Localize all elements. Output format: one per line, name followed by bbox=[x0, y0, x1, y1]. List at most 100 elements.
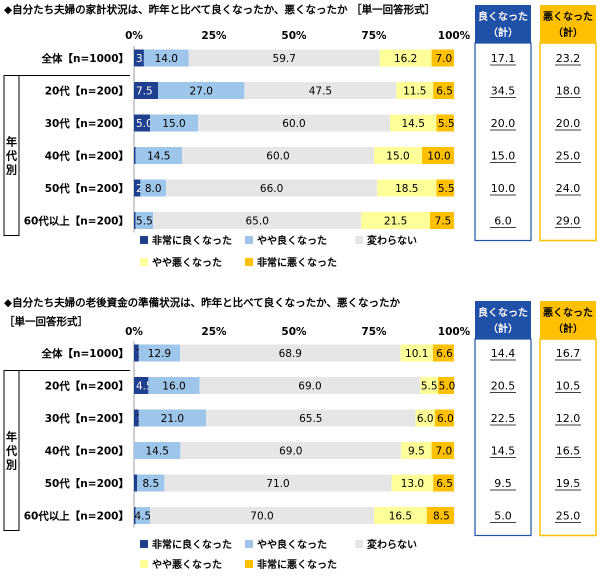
data-label: 59.7 bbox=[273, 53, 296, 65]
legend-swatch bbox=[140, 560, 148, 568]
data-label: 4.5 bbox=[134, 511, 151, 523]
legend-swatch bbox=[245, 258, 253, 266]
x-tick-label: 25% bbox=[201, 30, 227, 42]
data-label: 47.5 bbox=[309, 86, 332, 98]
summary-bad-value: 18.0 bbox=[556, 85, 581, 98]
data-label: 5.5 bbox=[438, 183, 455, 195]
legend-label: 非常に悪くなった bbox=[257, 256, 337, 269]
legend-swatch bbox=[245, 560, 253, 568]
bar-segment bbox=[433, 82, 454, 99]
legend-label: 変わらない bbox=[367, 234, 417, 247]
data-label: 9.5 bbox=[408, 446, 425, 458]
summary-header-bad-bg bbox=[540, 301, 596, 339]
chart-title: ◆自分たち夫婦の老後資金の準備状況は、昨年と比べて良くなったか、悪くなったか bbox=[4, 296, 400, 309]
data-label: 68.9 bbox=[279, 348, 302, 360]
data-label: 8.0 bbox=[145, 183, 162, 195]
data-label: 27.0 bbox=[190, 86, 213, 98]
data-label: 13.0 bbox=[401, 478, 424, 490]
legend-label: やや良くなった bbox=[257, 538, 327, 551]
data-label: 16.5 bbox=[389, 511, 412, 523]
chart-1: ◆自分たち夫婦の家計状況は、昨年と比べて良くなったか、悪くなったか ［単一回答形… bbox=[3, 3, 597, 269]
chart-2: ◆自分たち夫婦の老後資金の準備状況は、昨年と比べて良くなったか、悪くなったか ［単… bbox=[3, 296, 597, 571]
bar-segment bbox=[164, 474, 392, 492]
data-label: 65.5 bbox=[299, 413, 322, 425]
chart-title: ◆自分たち夫婦の家計状況は、昨年と比べて良くなったか、悪くなったか ［単一回答形… bbox=[4, 3, 435, 16]
category-label: 40代【n=200】 bbox=[45, 445, 129, 458]
data-label: 71.0 bbox=[266, 478, 289, 490]
bar-segment bbox=[135, 507, 150, 524]
x-tick-label: 100% bbox=[438, 30, 471, 42]
bar-segment bbox=[436, 114, 454, 132]
data-label: 69.0 bbox=[298, 381, 321, 393]
x-tick-label: 50% bbox=[281, 326, 307, 338]
legend-label: 非常に悪くなった bbox=[257, 558, 337, 571]
summary-good-value: 15.0 bbox=[491, 150, 516, 163]
summary-good-value: 5.0 bbox=[494, 510, 512, 523]
data-label: 14.5 bbox=[147, 151, 170, 163]
bar-segment bbox=[374, 147, 422, 164]
data-label: 18.5 bbox=[395, 183, 418, 195]
data-label: 6.0 bbox=[417, 413, 434, 425]
bar-segment bbox=[134, 179, 141, 197]
summary-bad-value: 24.0 bbox=[556, 182, 581, 195]
bar-segment bbox=[426, 507, 454, 524]
data-label: 14.5 bbox=[402, 118, 425, 130]
category-label: 30代【n=200】 bbox=[45, 412, 129, 425]
category-label: 全体【n=1000】 bbox=[41, 52, 130, 65]
category-label: 60代以上【n=200】 bbox=[24, 510, 129, 523]
category-label: 全体【n=1000】 bbox=[41, 347, 130, 360]
bar-segment bbox=[430, 212, 454, 229]
data-label: 7.5 bbox=[136, 86, 153, 98]
summary-bad-value: 16.5 bbox=[556, 445, 581, 458]
bar-segment bbox=[180, 442, 402, 459]
data-label: 7.0 bbox=[435, 53, 452, 65]
summary-good-value: 20.0 bbox=[491, 117, 516, 130]
bar-segment bbox=[400, 344, 433, 362]
data-label: 5.5 bbox=[421, 381, 438, 393]
summary-good-value: 9.5 bbox=[494, 477, 512, 490]
bar-segment bbox=[134, 442, 181, 459]
data-label: 21.5 bbox=[384, 216, 407, 228]
summary-good-box bbox=[474, 42, 532, 242]
category-label: 20代【n=200】 bbox=[45, 85, 129, 98]
x-tick-label: 100% bbox=[438, 326, 471, 338]
bar-segment bbox=[377, 179, 437, 197]
bar-segment bbox=[361, 212, 430, 229]
summary-header-bad-bg bbox=[540, 5, 596, 43]
summary-bad-value: 25.0 bbox=[556, 150, 581, 163]
summary-header-bad-line2: （計） bbox=[553, 26, 583, 39]
summary-bad-box bbox=[539, 42, 597, 242]
data-label: 8.5 bbox=[433, 511, 450, 523]
data-label: 15.0 bbox=[386, 151, 409, 163]
legend-swatch bbox=[355, 236, 363, 244]
bar-segment bbox=[415, 409, 435, 427]
x-tick-label: 0% bbox=[125, 30, 143, 42]
bar-segment bbox=[422, 147, 454, 164]
data-label: 60.0 bbox=[266, 151, 289, 163]
data-label: 10.1 bbox=[405, 348, 428, 360]
category-label: 50代【n=200】 bbox=[45, 182, 129, 195]
data-label: 70.0 bbox=[250, 511, 273, 523]
bar-segment bbox=[391, 474, 434, 492]
legend-label: やや悪くなった bbox=[152, 559, 222, 571]
bar-segment bbox=[390, 114, 437, 132]
bar-segment bbox=[135, 147, 182, 164]
x-tick-label: 25% bbox=[201, 326, 227, 338]
bar-segment bbox=[134, 82, 158, 99]
bar-segment bbox=[134, 147, 136, 164]
category-label: 60代以上【n=200】 bbox=[24, 215, 129, 228]
summary-bad-value: 19.5 bbox=[556, 477, 581, 490]
group-label-char: 年 bbox=[6, 430, 17, 444]
bar-segment bbox=[134, 377, 149, 394]
bar-segment bbox=[148, 377, 200, 394]
summary-good-value: 34.5 bbox=[491, 85, 516, 98]
bar-segment bbox=[153, 212, 362, 229]
legend-swatch bbox=[355, 540, 363, 548]
summary-good-value: 17.1 bbox=[491, 52, 516, 65]
bar-segment bbox=[138, 344, 181, 362]
summary-good-value: 14.5 bbox=[491, 445, 516, 458]
x-tick-label: 75% bbox=[361, 30, 387, 42]
bar-segment bbox=[188, 49, 380, 67]
bar-segment bbox=[182, 147, 374, 164]
